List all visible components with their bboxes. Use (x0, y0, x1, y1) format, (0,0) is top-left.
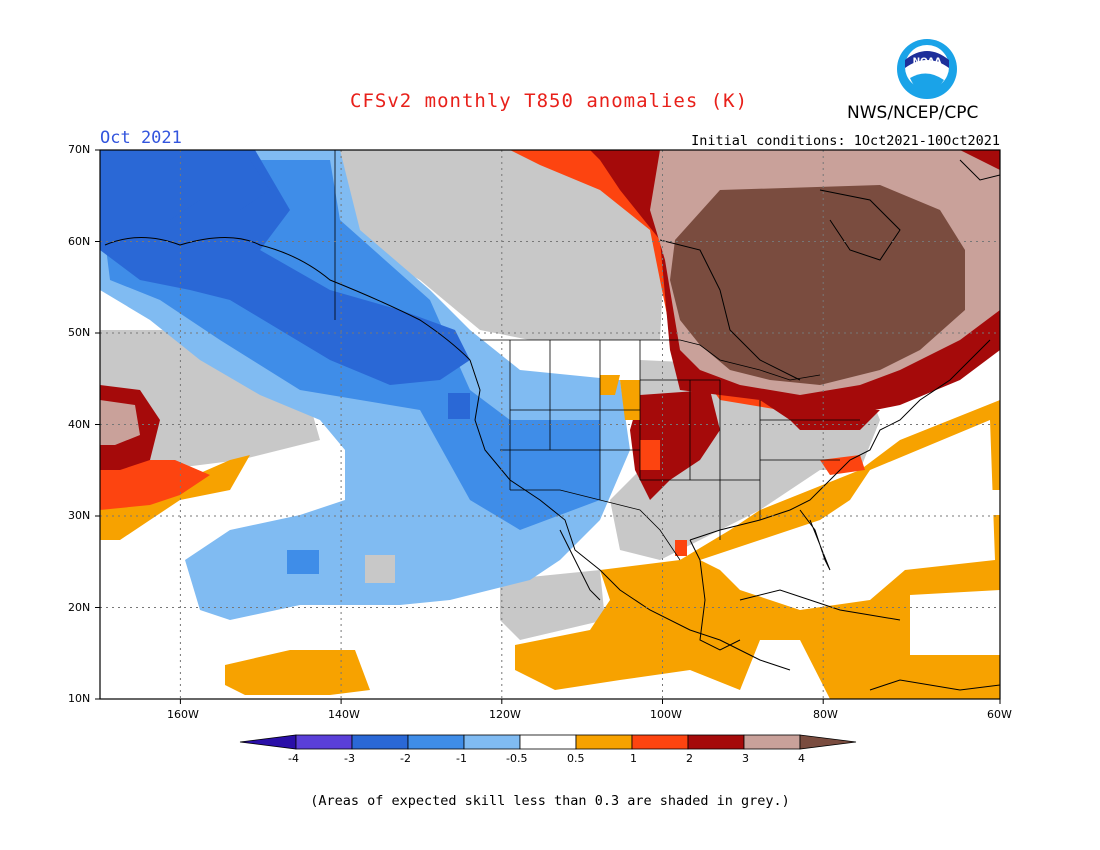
lat-label-30n: 30N (68, 509, 91, 522)
map-title: CFSv2 monthly T850 anomalies (K) (350, 90, 749, 112)
axis-ticks (95, 149, 1001, 704)
colorbar-segment (575, 734, 633, 750)
graticule (100, 150, 1000, 699)
colorbar-segment (351, 734, 409, 750)
colorbar-label: 1 (630, 752, 637, 765)
lat-label-60n: 60N (68, 235, 91, 248)
colorbar-label: 3 (742, 752, 749, 765)
lat-label-20n: 20N (68, 601, 91, 614)
colorbar-segment (239, 734, 297, 750)
colorbar-segment (519, 734, 577, 750)
lat-label-70n: 70N (68, 143, 91, 156)
lon-label-60w: 60W (987, 708, 1012, 721)
lon-label-160w: 160W (167, 708, 199, 721)
colorbar-label: 0.5 (567, 752, 585, 765)
noaa-logo-icon: NOAA (897, 39, 957, 99)
lon-label-80w: 80W (813, 708, 838, 721)
initial-conditions: Initial conditions: 1Oct2021-10Oct2021 (691, 133, 1000, 149)
colorbar-label: -3 (344, 752, 355, 765)
colorbar-segment (407, 734, 465, 750)
forecast-month: Oct 2021 (100, 128, 182, 148)
colorbar-segment (799, 734, 857, 750)
agency-label: NWS/NCEP/CPC (847, 103, 979, 123)
lat-label-10n: 10N (68, 692, 91, 705)
colorbar-label: -4 (288, 752, 299, 765)
lat-label-40n: 40N (68, 418, 91, 431)
political-borders (334, 150, 860, 561)
colorbar-segment (631, 734, 689, 750)
colorbar-segment (743, 734, 801, 750)
skill-note: (Areas of expected skill less than 0.3 a… (310, 793, 790, 809)
lat-label-50n: 50N (68, 326, 91, 339)
colorbar-label: 2 (686, 752, 693, 765)
lon-label-120w: 120W (489, 708, 521, 721)
coastlines (104, 159, 1000, 691)
lon-label-100w: 100W (650, 708, 682, 721)
colorbar-label: -1 (456, 752, 467, 765)
colorbar-segment (463, 734, 521, 750)
colorbar-label: 4 (798, 752, 805, 765)
colorbar-label: -2 (400, 752, 411, 765)
colorbar-label: -0.5 (506, 752, 528, 765)
colorbar-segment (687, 734, 745, 750)
colorbar (239, 734, 857, 750)
svg-text:NOAA: NOAA (913, 57, 942, 67)
lon-label-140w: 140W (328, 708, 360, 721)
colorbar-segment (295, 734, 353, 750)
